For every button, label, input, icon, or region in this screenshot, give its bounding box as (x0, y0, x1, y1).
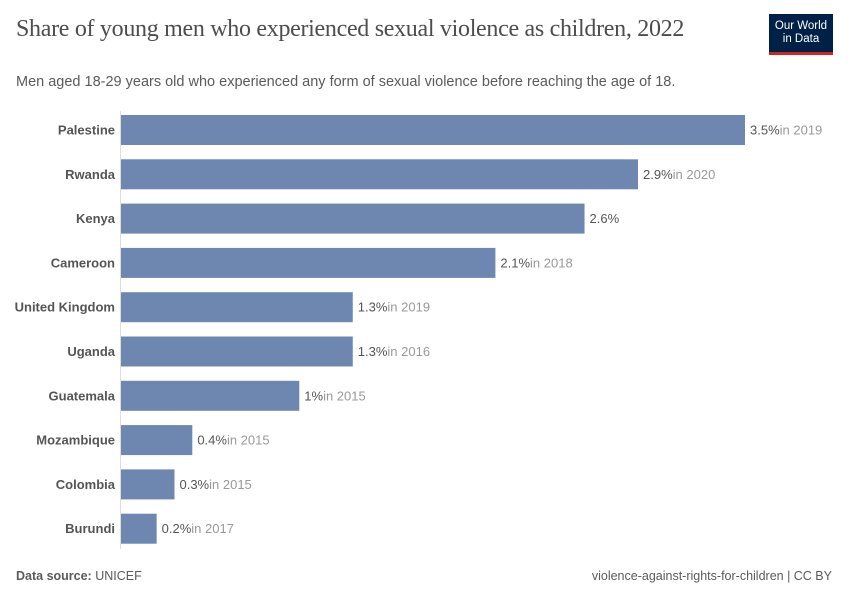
year-note: in 2020 (673, 167, 716, 182)
value-text: 2.6% (590, 211, 620, 226)
value-text: 1% (304, 388, 323, 403)
value-text: 1.3% (358, 300, 388, 315)
year-note: in 2015 (209, 477, 252, 492)
year-note: in 2018 (530, 255, 573, 270)
value-text: 2.9% (643, 167, 673, 182)
value-label: 2.1%in 2018 (500, 255, 572, 270)
bar-uganda[interactable] (121, 336, 353, 367)
category-label: Guatemala (49, 388, 116, 403)
value-text: 2.1% (500, 255, 530, 270)
category-label: United Kingdom (15, 300, 115, 315)
year-note: in 2017 (191, 521, 234, 536)
chart-title: Share of young men who experienced sexua… (16, 16, 685, 42)
value-label: 1.3%in 2016 (358, 344, 430, 359)
bar-mozambique[interactable] (121, 425, 193, 456)
category-label: Mozambique (36, 433, 115, 448)
bar-kenya[interactable] (121, 203, 585, 234)
value-label: 3.5%in 2019 (750, 123, 822, 138)
value-text: 0.4% (197, 433, 227, 448)
category-label: Cameroon (51, 255, 115, 270)
category-label: Uganda (67, 344, 115, 359)
category-label: Kenya (76, 211, 116, 226)
value-label: 2.9%in 2020 (643, 167, 715, 182)
year-note: in 2019 (780, 123, 823, 138)
value-text: 0.2% (162, 521, 192, 536)
bar-guatemala[interactable] (121, 380, 300, 411)
value-label: 1.3%in 2019 (358, 300, 430, 315)
year-note: in 2015 (227, 433, 270, 448)
bar-rwanda[interactable] (121, 159, 639, 190)
value-text: 0.3% (179, 477, 209, 492)
source-link[interactable]: UNICEF (95, 569, 142, 583)
value-label: 0.3%in 2015 (179, 477, 251, 492)
year-note: in 2016 (387, 344, 430, 359)
value-label: 0.2%in 2017 (162, 521, 234, 536)
bar-palestine[interactable] (121, 115, 745, 145)
category-label: Colombia (56, 477, 116, 492)
data-source: Data source: UNICEF (16, 569, 142, 583)
value-label: 2.6% (590, 211, 620, 226)
category-label: Rwanda (65, 167, 116, 182)
bar-cameroon[interactable] (121, 247, 496, 278)
value-text: 3.5% (750, 123, 780, 138)
chart-subtitle: Men aged 18-29 years old who experienced… (16, 74, 676, 90)
footer-license[interactable]: violence-against-rights-for-children | C… (591, 569, 832, 583)
category-label: Palestine (58, 123, 115, 138)
bar-burundi[interactable] (121, 513, 157, 544)
category-label: Burundi (65, 521, 115, 536)
value-text: 1.3% (358, 344, 388, 359)
value-label: 0.4%in 2015 (197, 433, 269, 448)
value-label: 1%in 2015 (304, 388, 365, 403)
bar-united-kingdom[interactable] (121, 292, 353, 323)
owid-logo[interactable]: Our World in Data (769, 14, 833, 55)
year-note: in 2015 (323, 388, 366, 403)
bar-colombia[interactable] (121, 469, 175, 500)
year-note: in 2019 (387, 300, 430, 315)
